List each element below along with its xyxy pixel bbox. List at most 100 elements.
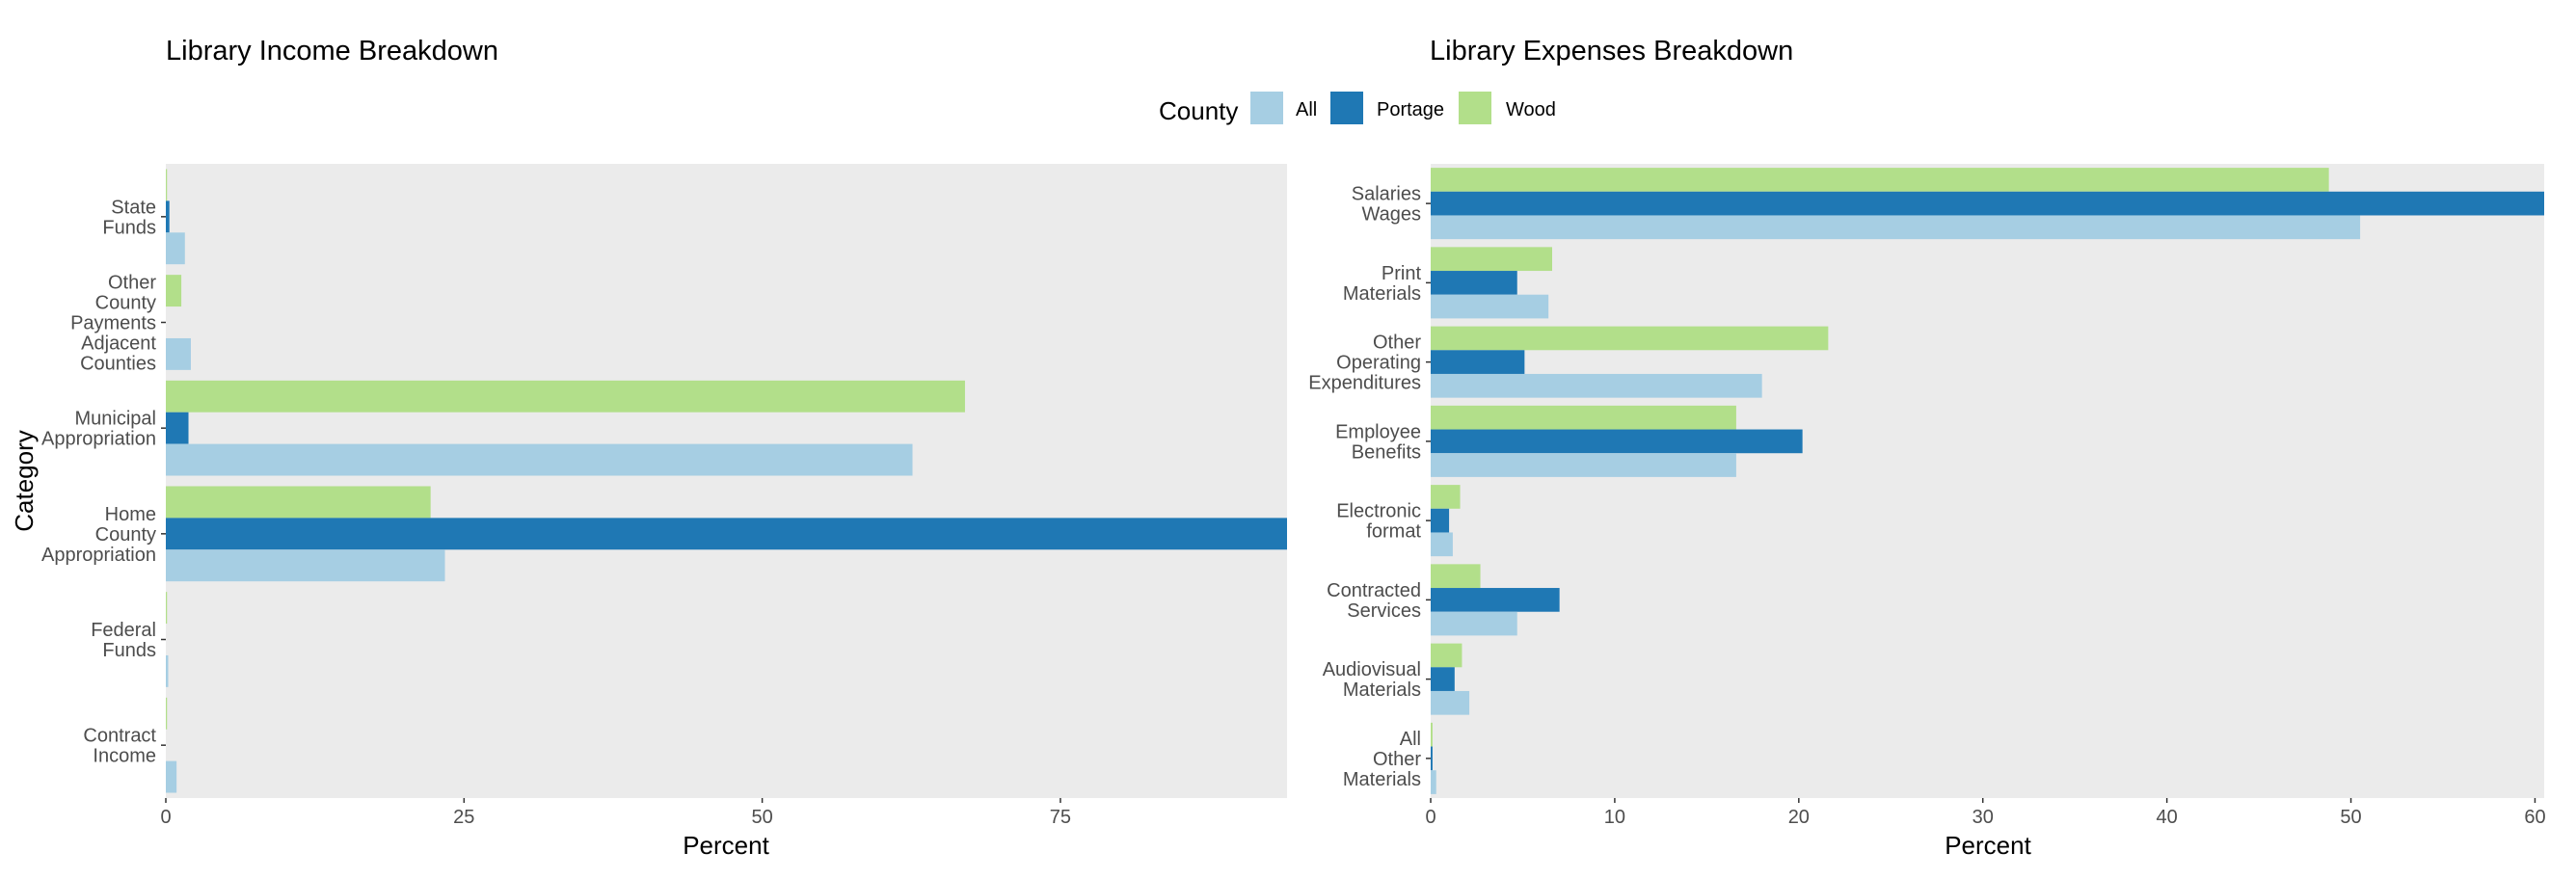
income-bars (166, 169, 1287, 793)
income-category-label: Home (105, 504, 156, 525)
expenses-bar-other-operating-expenditures-all (1431, 373, 1762, 398)
expenses-bar-employee-benefits-wood (1431, 405, 1736, 430)
expenses-bar-print-materials-all (1431, 294, 1549, 319)
expenses-x-tick-label: 40 (2157, 807, 2178, 828)
income-category-label: County (95, 293, 156, 314)
expenses-bar-other-operating-expenditures-wood (1431, 326, 1829, 351)
income-category-label: Federal (91, 620, 156, 641)
expenses-chart-panel: SalariesWagesPrintMaterialsOtherOperatin… (1308, 164, 2546, 860)
legend-label-portage: Portage (1377, 99, 1444, 120)
expenses-bar-all-other-materials-wood (1431, 722, 1433, 747)
expenses-bar-all-other-materials-all (1431, 770, 1436, 794)
income-bar-municipal-appropriation-portage (166, 412, 189, 444)
expenses-category-label: Employee (1335, 421, 1421, 442)
income-bar-federal-funds-all (166, 654, 169, 687)
income-x-tick-label: 75 (1050, 807, 1071, 828)
expenses-bar-electronic-format-all (1431, 532, 1453, 557)
income-x-tick-label: 0 (160, 807, 171, 828)
legend-label-wood: Wood (1506, 99, 1556, 120)
legend-title: County (1159, 96, 1238, 125)
income-bar-contract-income-wood (166, 697, 168, 730)
income-category-label: Appropriation (41, 429, 156, 450)
income-chart-title: Library Income Breakdown (166, 36, 498, 67)
income-category-labels: StateFundsOtherCountyPaymentsAdjacentCou… (41, 197, 166, 767)
expenses-bar-electronic-format-wood (1431, 485, 1461, 509)
income-bar-municipal-appropriation-wood (166, 380, 965, 413)
expenses-bar-audiovisual-materials-all (1431, 690, 1470, 715)
income-y-axis-title: Category (10, 430, 39, 532)
income-category-label: Funds (102, 217, 156, 238)
legend: County All Portage Wood (1159, 92, 1556, 125)
expenses-category-label: Materials (1343, 769, 1421, 790)
expenses-bar-salaries-wages-portage (1431, 191, 2544, 216)
income-bar-municipal-appropriation-all (166, 443, 913, 476)
income-bar-state-funds-all (166, 232, 185, 265)
expenses-category-label: Print (1382, 263, 1422, 284)
income-category-label: Municipal (75, 409, 156, 430)
expenses-category-label: Audiovisual (1323, 659, 1421, 680)
income-x-axis-title: Percent (683, 831, 769, 860)
expenses-category-label: format (1366, 521, 1421, 543)
legend-label-all: All (1296, 99, 1317, 120)
expenses-category-label: Wages (1361, 204, 1421, 226)
income-category-label: Income (93, 746, 156, 767)
expenses-x-ticks: 0 10 20 30 40 50 60 (1425, 798, 2546, 828)
income-bar-state-funds-wood (166, 169, 168, 201)
expenses-plot-background (1431, 164, 2544, 798)
income-bar-contract-income-all (166, 760, 177, 793)
expenses-category-label: All (1400, 729, 1421, 750)
expenses-category-label: Materials (1343, 679, 1421, 701)
expenses-bar-salaries-wages-all (1431, 215, 2361, 240)
income-bar-home-county-appropriation-portage (166, 518, 1287, 550)
income-plot-background (166, 164, 1287, 798)
expenses-bar-audiovisual-materials-wood (1431, 643, 1462, 668)
expenses-category-label: Other (1373, 749, 1421, 770)
income-category-label: Appropriation (41, 545, 156, 566)
income-category-label: Counties (80, 354, 156, 375)
income-category-label: Payments (70, 313, 156, 334)
income-category-label: Funds (102, 640, 156, 661)
expenses-bar-contracted-services-portage (1431, 588, 1560, 612)
expenses-x-tick-label: 10 (1604, 807, 1625, 828)
expenses-category-label: Contracted (1327, 580, 1421, 601)
income-chart-panel: StateFundsOtherCountyPaymentsAdjacentCou… (10, 164, 1287, 860)
expenses-category-label: Expenditures (1308, 373, 1421, 394)
expenses-bar-print-materials-portage (1431, 271, 1517, 295)
income-category-label: State (111, 197, 156, 218)
income-x-tick-label: 25 (453, 807, 474, 828)
expenses-category-label: Electronic (1336, 501, 1421, 522)
expenses-x-tick-label: 30 (1972, 807, 1994, 828)
expenses-bar-electronic-format-portage (1431, 508, 1450, 533)
income-category-label: Contract (83, 726, 156, 747)
expenses-category-label: Materials (1343, 283, 1421, 305)
expenses-chart-title: Library Expenses Breakdown (1430, 36, 1793, 67)
expenses-x-tick-label: 50 (2340, 807, 2361, 828)
expenses-bar-employee-benefits-all (1431, 453, 1736, 477)
income-x-tick-label: 50 (751, 807, 772, 828)
expenses-bar-print-materials-wood (1431, 247, 1552, 272)
expenses-x-tick-label: 60 (2524, 807, 2545, 828)
expenses-bar-employee-benefits-portage (1431, 429, 1803, 454)
expenses-category-label: Salaries (1352, 184, 1421, 205)
expenses-bar-other-operating-expenditures-portage (1431, 350, 1525, 374)
income-bar-home-county-appropriation-all (166, 549, 445, 582)
income-bar-home-county-appropriation-wood (166, 486, 431, 519)
expenses-bar-contracted-services-wood (1431, 564, 1481, 589)
legend-key-portage (1330, 92, 1363, 124)
expenses-bar-salaries-wages-wood (1431, 168, 2329, 192)
expenses-category-label: Operating (1336, 353, 1421, 374)
expenses-bar-audiovisual-materials-portage (1431, 667, 1455, 691)
expenses-bar-contracted-services-all (1431, 611, 1517, 636)
expenses-category-label: Benefits (1352, 441, 1421, 463)
income-x-ticks: 0 25 50 75 (160, 798, 1071, 828)
income-bar-other-county-payments-adjacent-counties-all (166, 337, 191, 370)
expenses-bars (1431, 168, 2544, 794)
income-bar-state-funds-portage (166, 200, 170, 233)
income-category-label: County (95, 524, 156, 546)
expenses-category-label: Other (1373, 333, 1421, 354)
expenses-x-tick-label: 0 (1425, 807, 1436, 828)
expenses-category-label: Services (1347, 600, 1421, 622)
income-bar-federal-funds-wood (166, 592, 168, 625)
